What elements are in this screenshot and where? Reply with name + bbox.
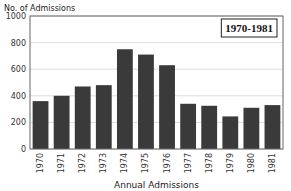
annotation: 1970-1981 [225, 22, 273, 34]
y-tick-label: 800 [11, 39, 26, 48]
bar [96, 85, 112, 149]
x-tick-label: 1977 [184, 153, 193, 173]
bar [265, 105, 281, 149]
bar [33, 101, 49, 149]
x-tick-label: 1973 [99, 153, 108, 173]
x-tick-label: 1976 [163, 153, 172, 173]
x-tick-label: 1975 [141, 153, 150, 173]
bar [243, 108, 259, 149]
bar [159, 65, 175, 149]
x-tick-label: 1974 [120, 153, 129, 173]
bar [222, 116, 238, 149]
x-tick-label: 1971 [57, 153, 66, 173]
x-tick-label: 1978 [205, 153, 214, 173]
bar [201, 106, 217, 149]
bar [138, 55, 154, 149]
y-tick-label: 1000 [6, 12, 26, 21]
bar [117, 49, 133, 149]
bar [75, 86, 91, 149]
x-tick-label: 1970 [36, 153, 45, 173]
bar [54, 96, 70, 149]
y-tick-label: 600 [11, 65, 26, 74]
grid-line [30, 69, 283, 70]
y-axis-label: No. of Admissions [4, 4, 75, 13]
x-tick-label: 1979 [226, 153, 235, 173]
x-tick-label: 1981 [268, 153, 277, 173]
chart: 0 200 400 600 800 1000 1970 1971 1972 1973 1974 197… [0, 0, 291, 191]
y-tick-label: 200 [11, 118, 26, 127]
bars [33, 49, 281, 149]
annotation-box [221, 19, 277, 37]
y-tick-label: 400 [11, 92, 26, 101]
grid-line [30, 42, 283, 43]
y-tick-label: 0 [21, 145, 26, 154]
plot-frame [30, 16, 283, 149]
x-tick-label: 1972 [78, 153, 87, 173]
x-axis-label: Annual Admissions [114, 180, 199, 190]
bar [180, 104, 196, 149]
x-tick-label: 1980 [247, 153, 256, 173]
